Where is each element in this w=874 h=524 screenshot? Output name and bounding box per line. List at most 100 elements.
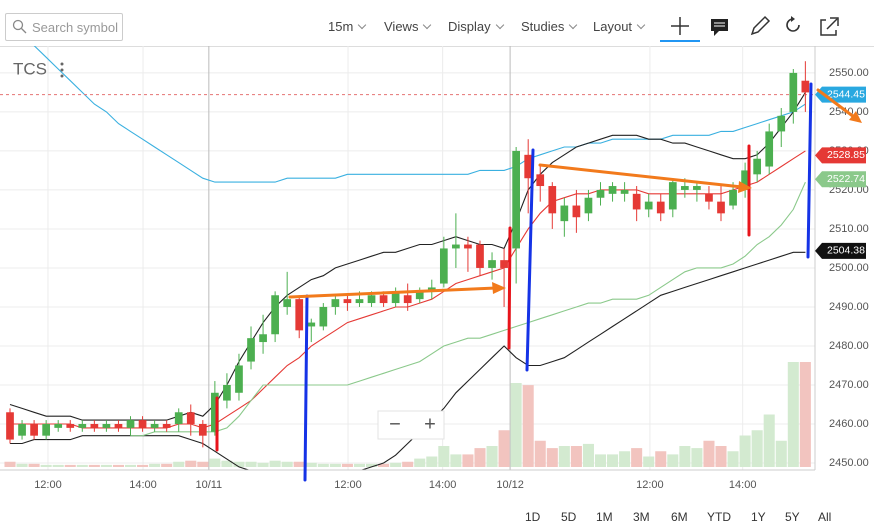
volume-bar [787,362,799,467]
drawn-line [507,226,512,350]
search-placeholder: Search symbol [32,20,118,35]
volume-bar [269,460,281,467]
x-tick-label: 12:00 [34,479,62,491]
candle-body [572,205,581,218]
interval-menu[interactable]: 15m [328,19,365,34]
candle-body [488,260,496,268]
candle-body [439,248,448,284]
layout-menu[interactable]: Layout [593,19,644,34]
range-button[interactable]: 1D [525,510,541,524]
candle-body [620,189,629,194]
volume-bar [209,458,221,467]
range-button[interactable]: All [818,510,832,524]
range-button[interactable]: 1Y [751,510,766,524]
candle-body [789,72,798,112]
volume-bar [16,463,28,467]
candle-body [198,423,207,436]
candle-body [259,334,267,343]
candle-body [307,322,316,327]
range-button[interactable]: 6M [671,510,688,524]
volume-bar [257,462,269,467]
x-tick-label: 14:00 [729,479,757,491]
volume-bar [245,461,257,467]
volume-bar [4,461,16,467]
volume-bar [619,451,631,467]
candle-body [138,420,147,428]
price-tag [815,242,866,259]
candle-body [90,423,99,428]
range-button[interactable]: YTD [707,510,731,524]
candle-body [765,131,774,167]
candle-body [211,392,219,432]
candle-body [464,244,472,249]
volume-bar [124,464,137,467]
zoom-out[interactable]: − [389,413,401,435]
search-icon [12,19,27,34]
candle-body [186,412,195,424]
volume-bar [161,463,173,467]
volume-bar [775,440,787,467]
y-tick-label: 2550.00 [829,67,869,79]
candle-body [18,423,26,436]
indicator-line [9,92,806,421]
candle-body [415,291,424,300]
candle-body [271,295,279,335]
symbol-menu[interactable] [60,62,64,78]
range-button[interactable]: 5D [561,510,577,524]
views-menu[interactable]: Views [384,19,430,34]
plot-area [0,46,815,470]
zoom-in[interactable]: + [424,413,436,435]
candle-body [548,186,557,214]
candle-body [777,115,786,132]
volume-bar [438,446,450,467]
volume-bar [426,456,438,467]
volume-bar [317,463,329,467]
search-box[interactable]: Search symbol [5,13,123,41]
annotations [215,82,862,482]
price-tag-label: 2544.45 [827,88,865,100]
volume-bar [631,448,643,467]
candle-body [403,295,412,304]
volume-bar [691,448,703,467]
candle-body [114,423,123,428]
studies-menu[interactable]: Studies [521,19,576,34]
candle-body [584,197,593,214]
candle-body [295,299,304,331]
volume-bar [679,446,691,467]
volume-bar [522,385,534,467]
volume-bar [414,458,426,467]
volume-bar [112,464,124,467]
candle-body [693,186,701,190]
volume-bar [173,461,185,467]
volume-bar [305,462,317,467]
price-tag-label: 2528.85 [827,149,865,161]
range-button[interactable]: 1M [596,510,613,524]
volume-bar [643,456,655,467]
candle-body [801,80,810,93]
volume-bar [462,454,474,467]
volume-bar [233,461,245,467]
price-tag-label: 2522.74 [827,173,865,185]
axis-layer: 2450.00 2460.00 2470.00 2480.00 2490.00 2500.… [34,67,869,491]
candle-body [343,299,352,304]
volume-bar [498,430,510,467]
x-tick-label: 14:00 [429,479,457,491]
range-button[interactable]: 5Y [785,510,800,524]
volume-bar [149,463,161,467]
display-menu[interactable]: Display [448,19,503,34]
candle-body [319,306,328,327]
volume-bar [474,448,486,467]
volume-bar [52,464,64,467]
candle-body [42,423,51,436]
candle-body [596,189,605,198]
candle-body [741,170,749,190]
chart-layers [0,46,815,470]
price-tag-label: 2504.38 [827,245,865,257]
volume-bar [100,464,112,467]
y-tick-label: 2510.00 [829,223,869,235]
candle-body [560,205,569,222]
candle-body [668,182,677,210]
range-button[interactable]: 3M [633,510,650,524]
x-tick-label: 10/12 [496,479,524,491]
